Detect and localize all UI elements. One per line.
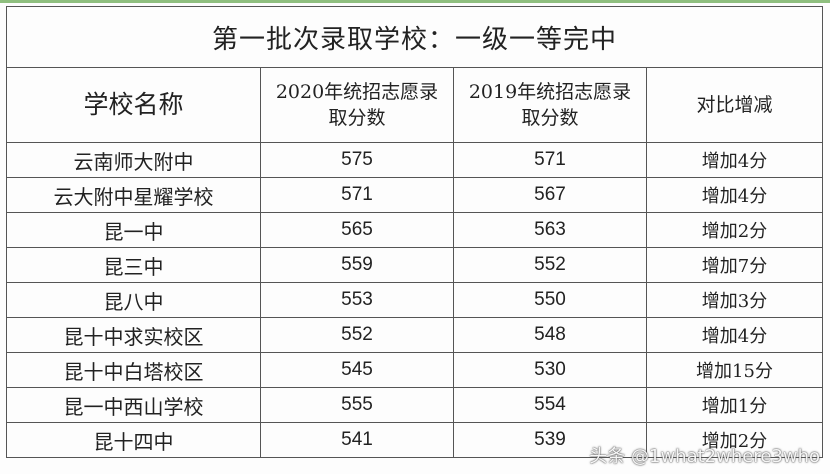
table-row: 昆十中求实校区 552 548 增加4分 xyxy=(6,317,824,353)
table-cell: 增加15分 xyxy=(645,352,824,388)
table-cell: 增加4分 xyxy=(645,142,824,178)
table-cell: 昆十中求实校区 xyxy=(6,317,261,353)
table-cell: 增加2分 xyxy=(645,212,824,248)
table-cell: 昆八中 xyxy=(6,282,261,318)
table-cell: 552 xyxy=(260,317,454,353)
table-row: 昆八中 553 550 增加3分 xyxy=(6,282,824,318)
table-cell: 567 xyxy=(453,177,647,213)
table-row: 昆一中西山学校 555 554 增加1分 xyxy=(6,387,824,423)
table-cell: 增加2分 xyxy=(645,422,824,458)
header-cell: 2019年统招志愿录取分数 xyxy=(453,67,647,143)
table-cell: 增加1分 xyxy=(645,387,824,423)
table-row: 昆十中白塔校区 545 530 增加15分 xyxy=(6,352,824,388)
header-cell: 学校名称 xyxy=(6,67,261,143)
table-cell: 563 xyxy=(453,212,647,248)
header-cell: 对比增减 xyxy=(645,67,824,143)
table-cell: 548 xyxy=(453,317,647,353)
table-cell: 昆十四中 xyxy=(6,422,261,458)
table-cell: 昆十中白塔校区 xyxy=(6,352,261,388)
table-cell: 昆一中 xyxy=(6,212,261,248)
table-cell: 559 xyxy=(260,247,454,283)
table-cell: 554 xyxy=(453,387,647,423)
top-bar xyxy=(0,0,830,3)
table-cell: 增加7分 xyxy=(645,247,824,283)
table-cell: 555 xyxy=(260,387,454,423)
table-cell: 增加4分 xyxy=(645,177,824,213)
table-cell: 云南师大附中 xyxy=(6,142,261,178)
table-cell: 545 xyxy=(260,352,454,388)
table-cell: 昆一中西山学校 xyxy=(6,387,261,423)
table-body: 云南师大附中 575 571 增加4分 云大附中星耀学校 571 567 增加4分 昆一中 565… xyxy=(6,142,824,458)
header-cell: 2020年统招志愿录取分数 xyxy=(260,67,454,143)
table-cell: 云大附中星耀学校 xyxy=(6,177,261,213)
table-cell: 530 xyxy=(453,352,647,388)
table-title: 第一批次录取学校：一级一等完中 xyxy=(5,6,824,68)
table-cell: 550 xyxy=(453,282,647,318)
table-cell: 575 xyxy=(260,142,454,178)
admission-table: 第一批次录取学校：一级一等完中 学校名称 2020年统招志愿录取分数 2019年统招… xyxy=(5,6,824,458)
table-row: 昆一中 565 563 增加2分 xyxy=(6,212,824,248)
table-row: 昆十四中 541 539 增加2分 xyxy=(6,422,824,458)
table-cell: 昆三中 xyxy=(6,247,261,283)
table-cell: 571 xyxy=(260,177,454,213)
watermark: 头条 @1what2where3who xyxy=(589,446,820,467)
table-cell: 571 xyxy=(453,142,647,178)
table-cell: 553 xyxy=(260,282,454,318)
table-cell: 增加3分 xyxy=(645,282,824,318)
table-row: 云南师大附中 575 571 增加4分 xyxy=(6,142,824,178)
table-row: 昆三中 559 552 增加7分 xyxy=(6,247,824,283)
table-cell: 541 xyxy=(260,422,454,458)
table-row: 云大附中星耀学校 571 567 增加4分 xyxy=(6,177,824,213)
table-cell: 增加4分 xyxy=(645,317,824,353)
table-cell: 565 xyxy=(260,212,454,248)
table-cell: 552 xyxy=(453,247,647,283)
header-row: 学校名称 2020年统招志愿录取分数 2019年统招志愿录取分数 对比增减 xyxy=(6,67,824,143)
